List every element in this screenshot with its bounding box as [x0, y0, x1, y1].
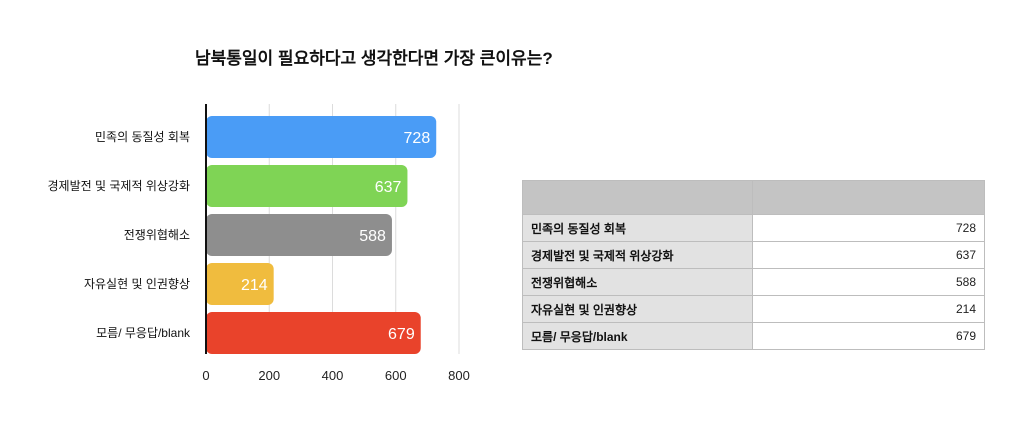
x-tick-label: 400: [322, 368, 344, 383]
table-row-value: 214: [752, 295, 985, 323]
table-row-label: 민족의 동질성 회복: [522, 214, 753, 242]
chart-title: 남북통일이 필요하다고 생각한다면 가장 큰이유는?: [195, 49, 553, 68]
table-header-cell: [752, 180, 985, 215]
table-row: 전쟁위협해소 588: [522, 268, 985, 296]
category-label: 자유실현 및 인권향상: [84, 277, 190, 291]
table-row-value: 637: [752, 241, 985, 269]
category-label: 경제발전 및 국제적 위상강화: [48, 179, 190, 193]
bar-value-label: 728: [404, 130, 431, 147]
bar: [206, 214, 392, 256]
table-row-label: 경제발전 및 국제적 위상강화: [522, 241, 753, 269]
bar: [206, 116, 437, 158]
category-label: 전쟁위협해소: [124, 228, 190, 242]
table-row-value: 588: [752, 268, 985, 296]
bar-value-label: 214: [241, 277, 268, 294]
table-row-label: 전쟁위협해소: [522, 268, 753, 296]
category-label: 모름/ 무응답/blank: [96, 326, 191, 340]
table-row: 모름/ 무응답/blank 679: [522, 322, 985, 350]
bar: [206, 312, 421, 354]
x-tick-label: 200: [258, 368, 280, 383]
table-row-label: 모름/ 무응답/blank: [522, 322, 753, 350]
bar: [206, 165, 408, 207]
bar-chart: 0 200 400 600 800 민족의 동질성 회복 728 경제발전 및 국제적 위상강…: [48, 104, 470, 383]
table-row: 자유실현 및 인권향상 214: [522, 295, 985, 323]
bar: [206, 263, 274, 305]
bar-value-label: 588: [359, 228, 386, 245]
x-tick-label: 800: [448, 368, 470, 383]
table-row: 민족의 동질성 회복 728: [522, 214, 985, 242]
table-row-value: 679: [752, 322, 985, 350]
table-header-row: [522, 180, 985, 215]
bar-value-label: 637: [375, 179, 402, 196]
table-row-label: 자유실현 및 인권향상: [522, 295, 753, 323]
table-header-cell: [522, 180, 753, 215]
x-tick-label: 0: [202, 368, 209, 383]
data-table: 민족의 동질성 회복 728 경제발전 및 국제적 위상강화 637 전쟁위협해…: [522, 180, 985, 350]
x-tick-label: 600: [385, 368, 407, 383]
category-label: 민족의 동질성 회복: [95, 130, 190, 144]
bar-value-label: 679: [388, 326, 415, 343]
table-row-value: 728: [752, 214, 985, 242]
table-row: 경제발전 및 국제적 위상강화 637: [522, 241, 985, 269]
